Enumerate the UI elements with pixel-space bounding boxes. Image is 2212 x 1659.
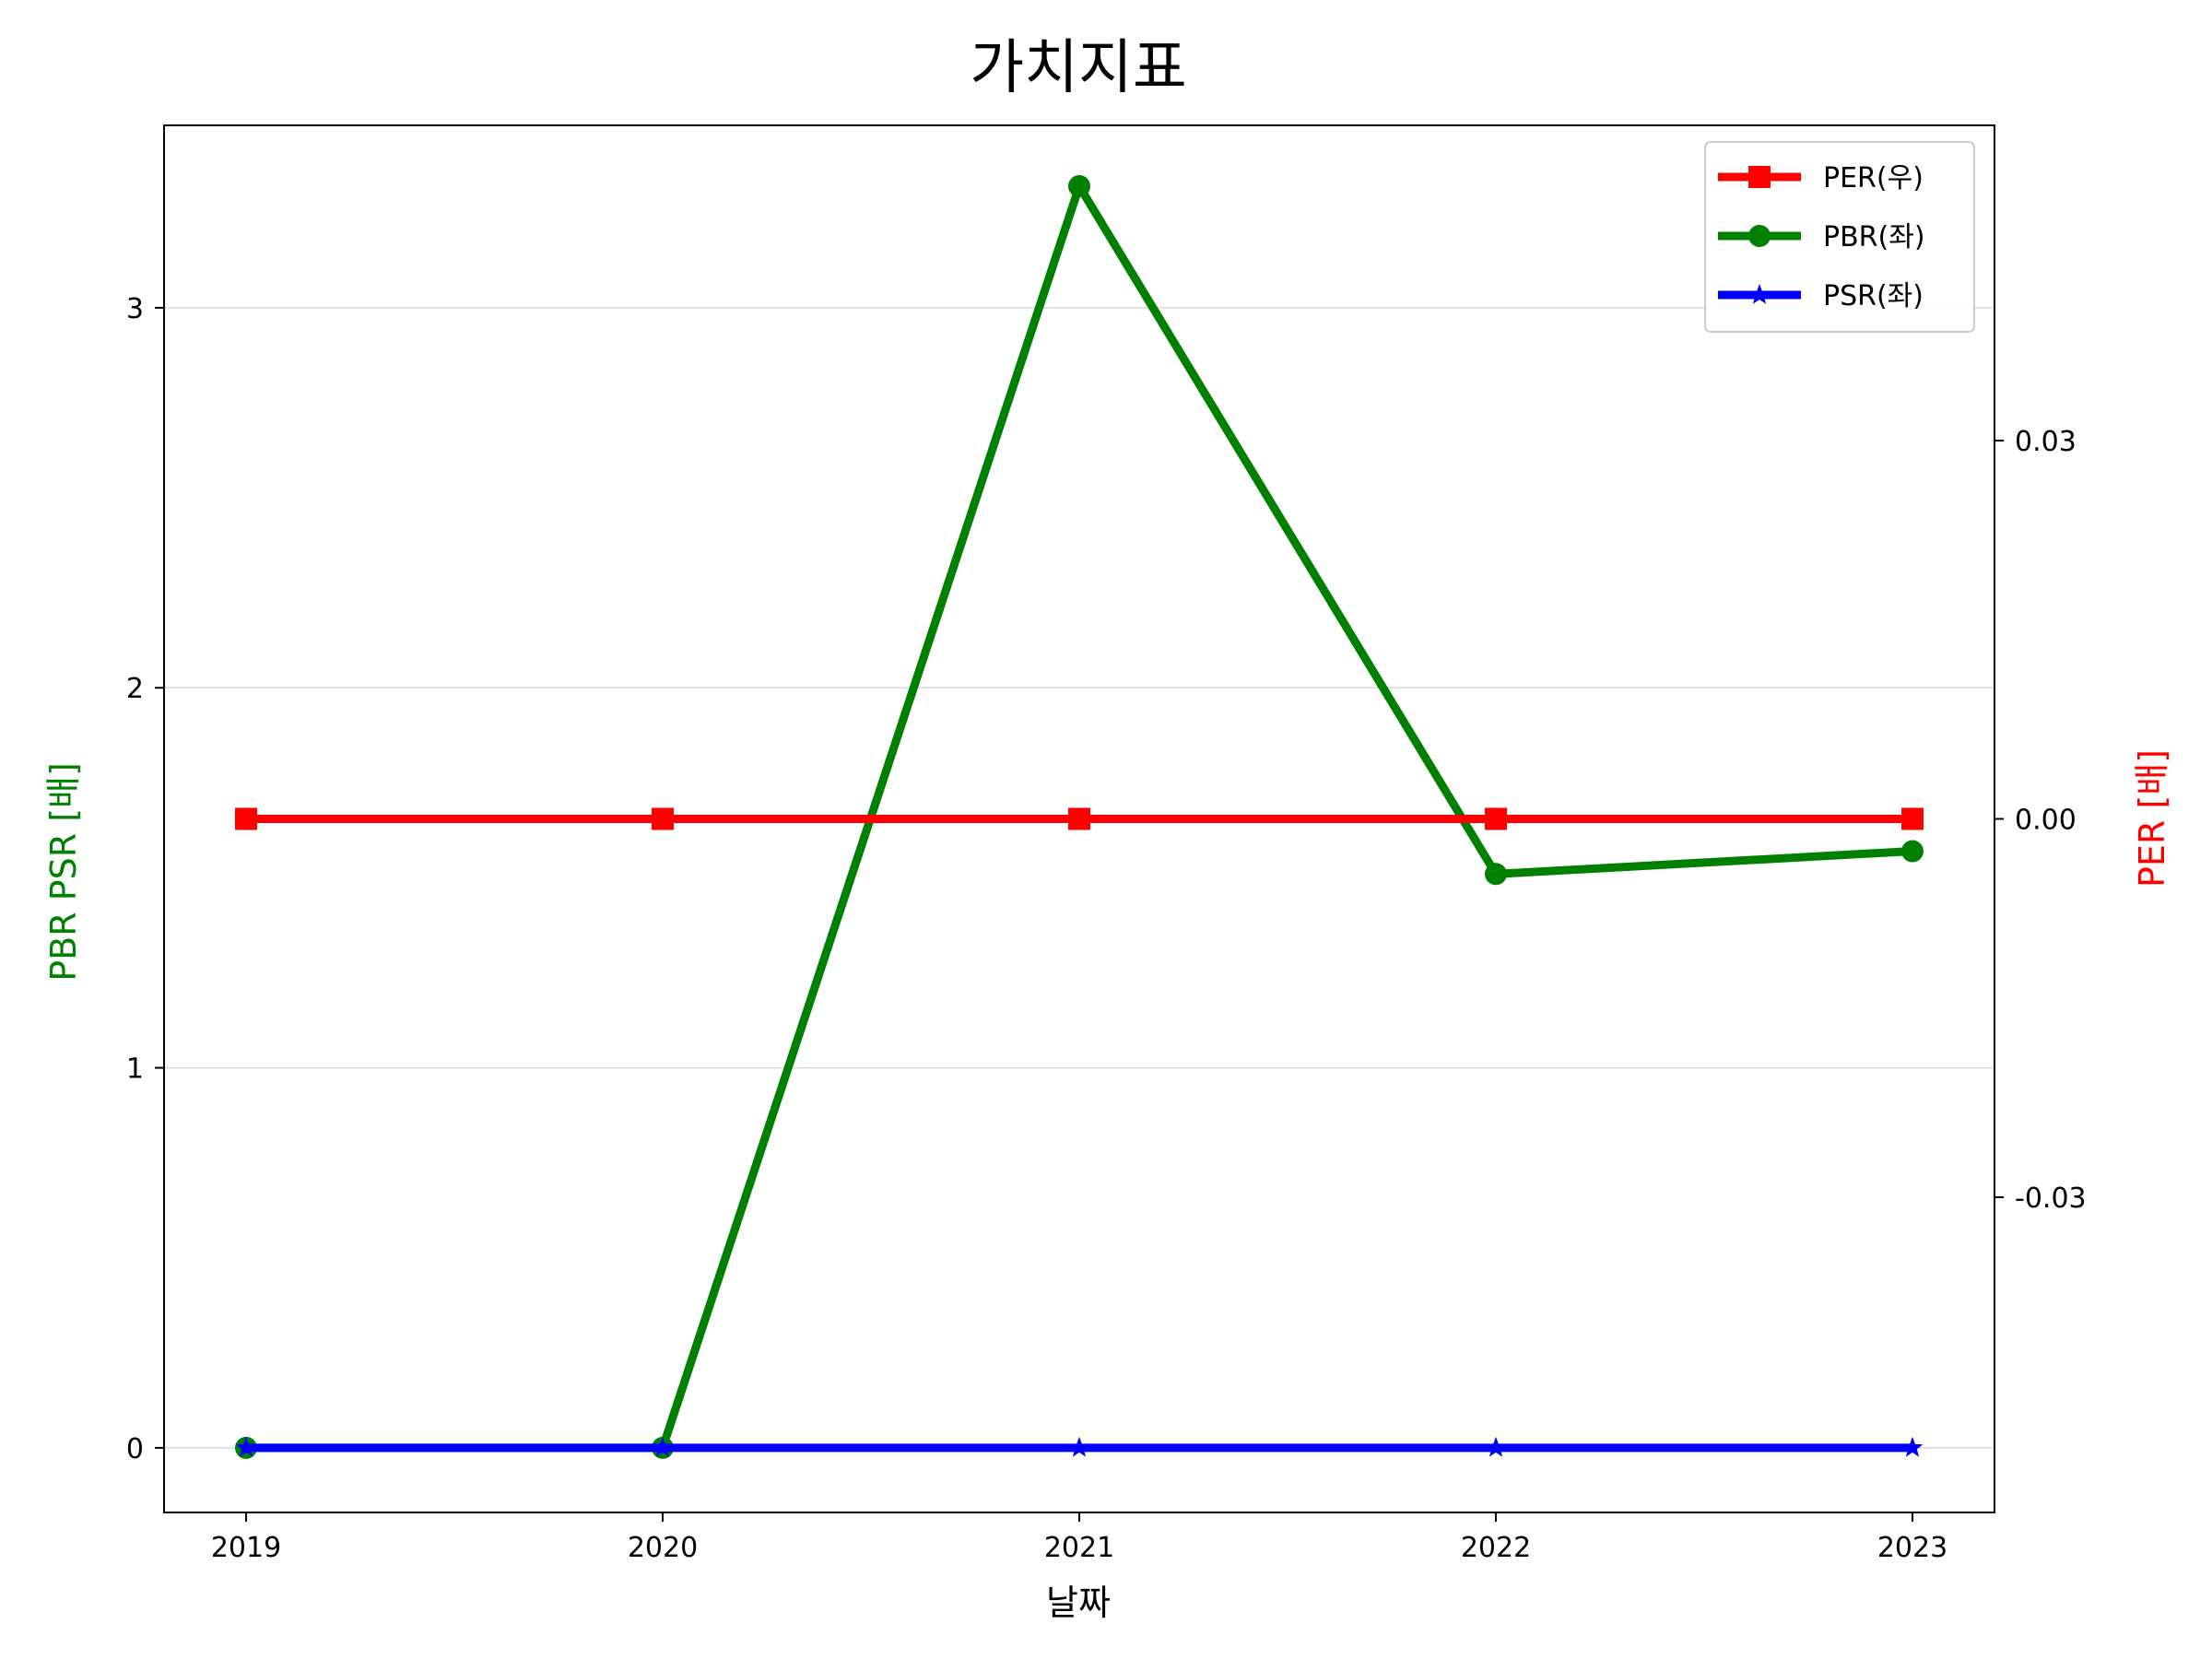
x-tick-label-2020: 2020 <box>628 1532 698 1564</box>
legend-item-per: PER(우) <box>1718 162 1924 194</box>
series-layer <box>235 174 1924 1459</box>
legend-label-pbr: PBR(좌) <box>1823 221 1925 253</box>
psr-point-2019 <box>235 1436 257 1457</box>
legend-label-per: PER(우) <box>1823 162 1924 194</box>
x-tick-label-2021: 2021 <box>1044 1532 1114 1564</box>
x-tick-label-2022: 2022 <box>1461 1532 1531 1564</box>
x-axis-title: 날짜 <box>1046 1583 1111 1623</box>
legend-box <box>1704 141 1975 333</box>
per-point-2019 <box>235 807 257 830</box>
psr-point-2023 <box>1901 1436 1924 1457</box>
legend-marker-pbr <box>1748 225 1771 247</box>
left-tick-label-1: 1 <box>126 1053 144 1086</box>
right-tick-label-0.00: 0.00 <box>2015 805 2077 837</box>
left-axis-title: PBR PSR [배] <box>43 762 84 982</box>
left-tick-label-2: 2 <box>126 673 144 705</box>
pbr-point-2021 <box>1068 174 1090 197</box>
psr-point-2021 <box>1068 1436 1090 1457</box>
per-point-2021 <box>1068 807 1090 830</box>
legend-marker-psr <box>1748 284 1771 304</box>
gridlines <box>164 307 1994 1449</box>
series-per <box>235 807 1924 830</box>
right-axis-title: PER [배] <box>2132 749 2172 888</box>
legend-marker-per <box>1748 166 1771 188</box>
chart-title: 가치지표 <box>970 34 1187 102</box>
right-tick-label-0.03: 0.03 <box>2015 426 2077 458</box>
psr-point-2020 <box>652 1436 674 1457</box>
legend-item-psr: PSR(좌) <box>1718 280 1924 312</box>
axes: 2019 2020 2021 2022 2023 0 1 2 3 -0.03 0.00 0.03 <box>126 124 2087 1564</box>
legend: PER(우) PBR(좌) PSR(좌) <box>1704 141 1975 333</box>
left-tick-label-3: 3 <box>126 293 144 325</box>
x-tick-label-2019: 2019 <box>211 1532 281 1564</box>
psr-point-2022 <box>1485 1436 1507 1457</box>
per-point-2022 <box>1485 807 1507 830</box>
per-point-2023 <box>1901 807 1924 830</box>
pbr-point-2023 <box>1901 840 1924 863</box>
legend-item-pbr: PBR(좌) <box>1718 221 1925 253</box>
pbr-point-2022 <box>1485 863 1507 886</box>
x-tick-label-2023: 2023 <box>1877 1532 1947 1564</box>
left-tick-label-0: 0 <box>126 1433 144 1465</box>
series-psr <box>235 1436 1924 1457</box>
right-tick-label--0.03: -0.03 <box>2015 1182 2087 1215</box>
legend-label-psr: PSR(좌) <box>1823 280 1924 312</box>
per-point-2020 <box>652 807 674 830</box>
